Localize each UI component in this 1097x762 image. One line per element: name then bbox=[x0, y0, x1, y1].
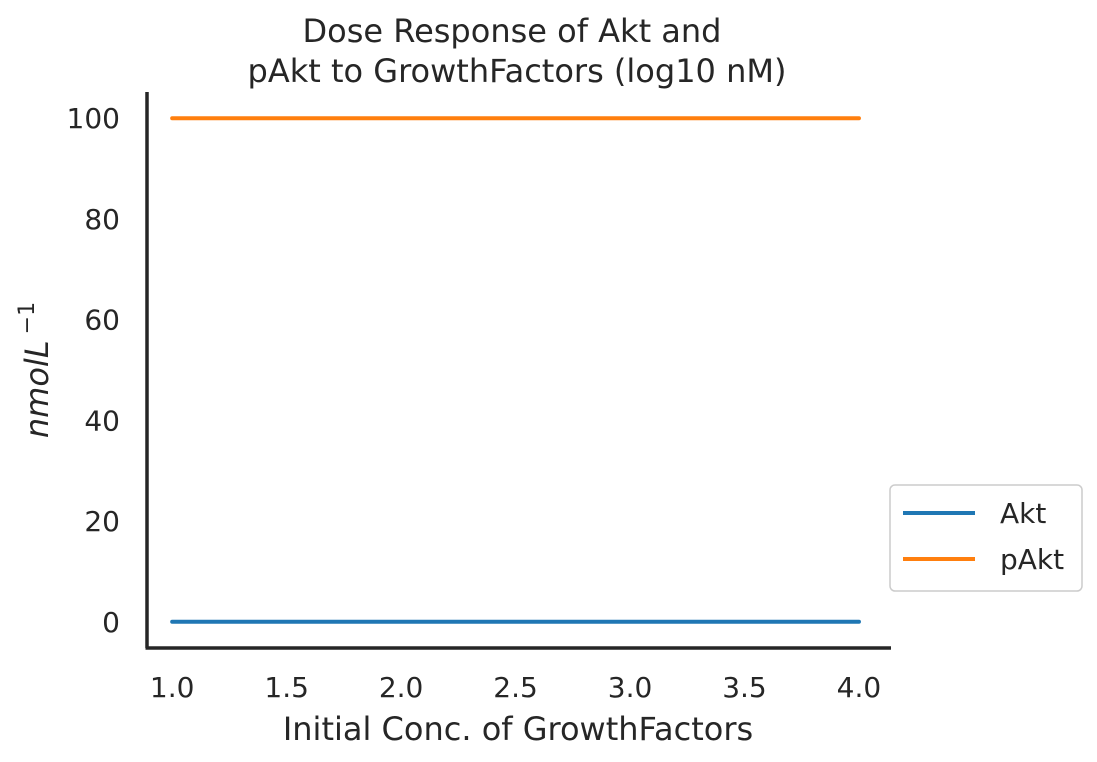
y-axis-label: nmolL −1 bbox=[15, 302, 56, 438]
legend-label-pakt: pAkt bbox=[1000, 543, 1064, 576]
x-tick-label: 1.0 bbox=[150, 671, 195, 704]
chart-title-line-2: pAkt to GrowthFactors (log10 nM) bbox=[248, 52, 787, 90]
chart-title-line-1: Dose Response of Akt and bbox=[303, 12, 722, 50]
y-axis-label-exponent: −1 bbox=[15, 302, 40, 334]
x-tick-label: 1.5 bbox=[264, 671, 309, 704]
plot-area bbox=[170, 116, 861, 624]
x-tick-label: 3.5 bbox=[722, 671, 767, 704]
x-axis-label: Initial Conc. of GrowthFactors bbox=[283, 710, 753, 748]
x-tick-label: 2.0 bbox=[379, 671, 424, 704]
y-tick-label: 60 bbox=[84, 304, 120, 337]
x-tick-label: 4.0 bbox=[837, 671, 882, 704]
x-tick-label: 2.5 bbox=[493, 671, 538, 704]
y-tick-label: 80 bbox=[84, 203, 120, 236]
y-axis-label-text: nmolL bbox=[18, 340, 56, 438]
x-axis-ticks: 1.0 1.5 2.0 2.5 3.0 3.5 4.0 bbox=[150, 671, 881, 704]
x-tick-label: 3.0 bbox=[608, 671, 653, 704]
y-axis-ticks: 0 20 40 60 80 100 bbox=[67, 102, 120, 639]
y-tick-label: 20 bbox=[84, 505, 120, 538]
legend: Akt pAkt bbox=[889, 484, 1083, 592]
y-tick-label: 40 bbox=[84, 404, 120, 437]
y-tick-label: 100 bbox=[67, 102, 120, 135]
y-tick-label: 0 bbox=[102, 606, 120, 639]
legend-label-akt: Akt bbox=[1000, 497, 1046, 530]
